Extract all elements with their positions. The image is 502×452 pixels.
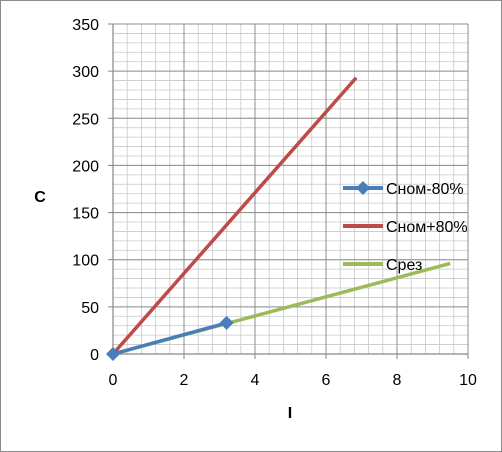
series-line-2: [111, 76, 358, 356]
legend-label-series-3: Срез: [386, 257, 422, 274]
data-point-series-1: [106, 347, 120, 361]
x-axis-title: I: [288, 405, 292, 422]
x-tick-label: 0: [109, 372, 118, 389]
y-tick-label: 50: [81, 300, 99, 317]
y-tick-label: 0: [90, 347, 99, 364]
legend: Сном-80% Сном+80% Срез: [343, 181, 468, 274]
legend-marker-series-1: [356, 181, 370, 195]
data-point-series-1: [219, 315, 234, 330]
x-tick-label: 4: [251, 372, 260, 389]
x-tick-label: 8: [393, 372, 402, 389]
legend-label-series-2: Сном+80%: [386, 219, 468, 236]
y-axis-title: C: [34, 189, 46, 206]
y-tick-label: 300: [72, 64, 99, 81]
series-layer: [106, 76, 451, 361]
series-line-1: [112, 321, 228, 356]
y-tick-label: 150: [72, 206, 99, 223]
legend-label-series-1: Сном-80%: [386, 181, 464, 198]
y-tick-label: 100: [72, 253, 99, 270]
x-tick-label: 6: [322, 372, 331, 389]
x-tick-label: 2: [180, 372, 189, 389]
y-tick-label: 350: [72, 17, 99, 34]
y-tick-label: 250: [72, 111, 99, 128]
axes: [108, 23, 469, 359]
y-tick-label: 200: [72, 158, 99, 175]
x-tick-label: 10: [459, 372, 477, 389]
